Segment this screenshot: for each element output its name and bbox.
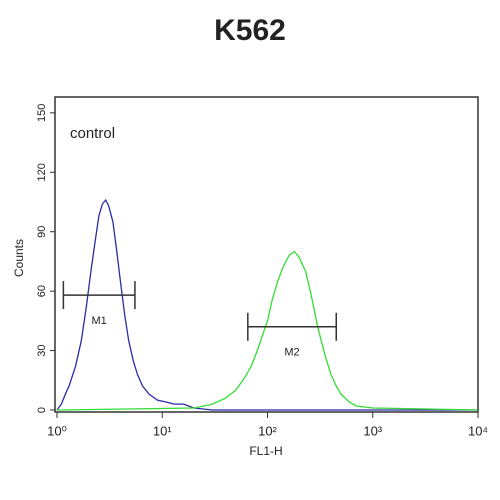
- x-tick-label: 10⁴: [468, 423, 488, 438]
- x-tick-label: 10⁰: [47, 423, 67, 438]
- chart-title: K562: [214, 14, 286, 47]
- annotation: control: [70, 125, 115, 142]
- y-tick-label: 30: [36, 344, 48, 356]
- y-tick-label: 60: [36, 285, 48, 297]
- gate-label: M1: [92, 315, 107, 327]
- y-tick-label: 0: [36, 407, 48, 413]
- y-tick-label: 150: [36, 104, 48, 122]
- y-tick-label: 120: [36, 163, 48, 181]
- y-tick-label: 90: [36, 226, 48, 238]
- x-axis-label: FL1-H: [249, 444, 282, 458]
- gate-label: M2: [284, 347, 299, 359]
- histogram-line: [56, 198, 478, 411]
- x-tick-label: 10¹: [153, 423, 172, 438]
- y-axis-label: Counts: [12, 239, 26, 277]
- x-tick-label: 10²: [258, 423, 277, 438]
- plot-frame: [54, 96, 479, 413]
- histogram-line: [56, 250, 479, 411]
- x-tick-label: 10³: [363, 423, 382, 438]
